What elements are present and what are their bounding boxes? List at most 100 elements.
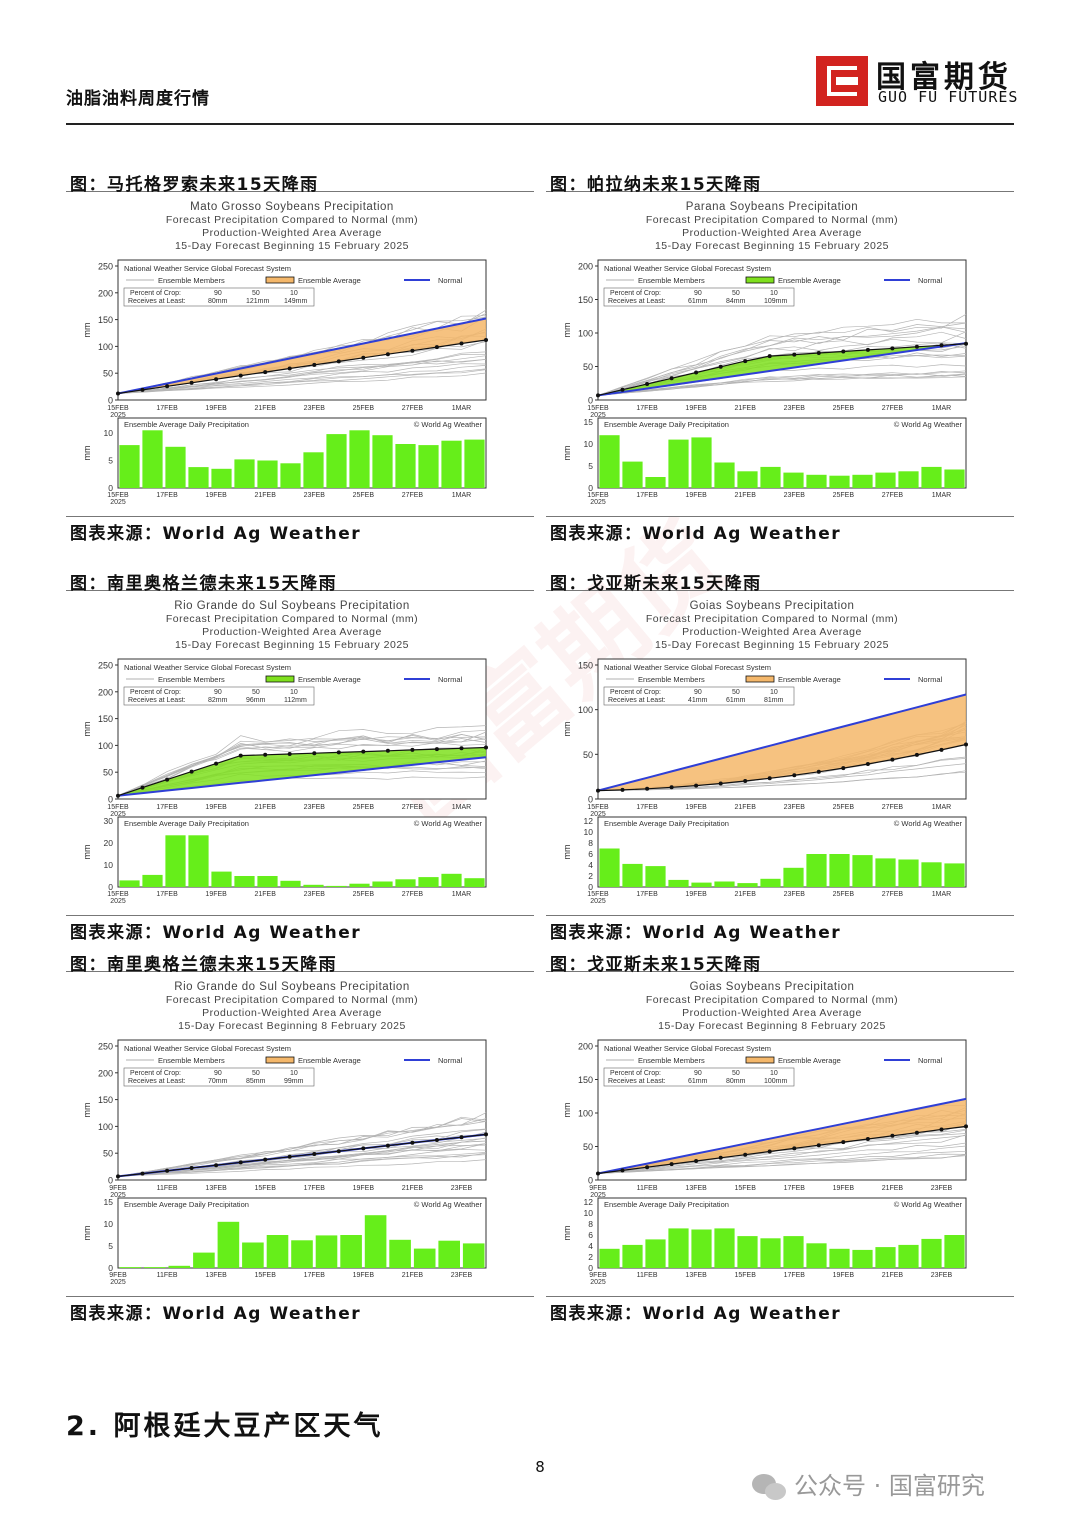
daily-credit: © World Ag Weather — [414, 1200, 483, 1209]
daily-x-tick-label: 21FEB — [882, 1272, 904, 1279]
average-point — [434, 345, 439, 350]
daily-x-tick-label: 27FEB — [402, 891, 424, 898]
y-tick-label: 100 — [578, 329, 593, 339]
y-tick-label: 150 — [578, 1075, 593, 1085]
daily-bar — [168, 1265, 191, 1268]
ensemble-member-line — [117, 1154, 487, 1177]
x-tick-label: 19FEB — [205, 405, 227, 412]
ensemble-member-line — [117, 738, 487, 797]
x-tick-label: 13FEB — [205, 1185, 227, 1192]
daily-x-tick-label: 1MAR — [932, 492, 951, 499]
average-point — [189, 1166, 194, 1170]
crop-mm: 109mm — [764, 298, 788, 305]
daily-x-tick-label: 17FEB — [304, 1272, 326, 1279]
daily-bar — [829, 1248, 850, 1269]
figure-source: 图表来源：World Ag Weather — [66, 516, 534, 544]
x-tick-label: 1MAR — [932, 405, 951, 412]
daily-x-tick-label: 23FEB — [784, 891, 806, 898]
daily-bar — [441, 440, 462, 488]
daily-bar — [645, 1239, 666, 1268]
x-tick-label: 13FEB — [685, 1185, 707, 1192]
y-tick-label: 100 — [98, 1122, 113, 1132]
y-tick-label: 50 — [103, 1149, 113, 1159]
average-point — [841, 349, 846, 354]
x-tick-label: 27FEB — [402, 804, 424, 811]
daily-bar — [852, 1249, 873, 1268]
average-point — [434, 1138, 439, 1142]
average-point — [596, 1171, 600, 1176]
daily-y-axis-label: mm — [82, 1226, 92, 1241]
receives-label: Receives at Least: — [608, 1078, 666, 1085]
y-tick-label: 250 — [98, 262, 113, 272]
chart-title-line: Production-Weighted Area Average — [202, 1007, 382, 1019]
x-tick-label: 21FEB — [882, 1185, 904, 1192]
x-tick-label: 27FEB — [882, 405, 904, 412]
daily-y-tick-label: 0 — [588, 1263, 593, 1273]
daily-x-year-label: 2025 — [110, 1279, 126, 1286]
average-point — [361, 355, 366, 360]
average-point — [767, 776, 772, 781]
company-logo: 国富期货 GUO FU FUTURES — [816, 56, 1017, 108]
daily-y-tick-label: 2 — [588, 871, 593, 881]
crop-box — [603, 686, 795, 706]
daily-bar — [622, 1244, 643, 1268]
system-label: National Weather Service Global Forecast… — [604, 264, 771, 273]
average-point — [620, 1168, 625, 1173]
average-point — [189, 380, 194, 385]
ensemble-member-line — [597, 331, 967, 396]
x-tick-label: 21FEB — [402, 1185, 424, 1192]
average-legend-label: Ensemble Average — [778, 1056, 841, 1065]
figure-source: 图表来源：World Ag Weather — [66, 1296, 534, 1324]
y-axis-label: mm — [562, 1103, 572, 1118]
average-point — [312, 751, 317, 756]
x-tick-label: 1MAR — [932, 804, 951, 811]
daily-y-tick-label: 8 — [588, 838, 593, 848]
daily-bar — [211, 871, 232, 887]
y-tick-label: 50 — [103, 369, 113, 379]
crop-percent: 50 — [732, 689, 740, 696]
chart-title-line: Rio Grande do Sul Soybeans Precipitation — [174, 600, 409, 612]
daily-x-year-label: 2025 — [590, 898, 606, 905]
daily-bar — [257, 460, 278, 488]
crop-mm: 61mm — [688, 1078, 708, 1085]
y-tick-label: 200 — [98, 288, 113, 298]
figure-caption: 图：马托格罗索未来15天降雨 — [66, 170, 534, 195]
average-point — [361, 1146, 366, 1151]
precip-chart: Rio Grande do Sul Soybeans Precipitation… — [82, 981, 488, 1286]
y-tick-label: 50 — [103, 768, 113, 778]
y-tick-label: 100 — [578, 1109, 593, 1119]
average-point — [263, 1157, 268, 1162]
ensemble-member-line — [597, 763, 967, 791]
daily-bar — [280, 880, 301, 887]
chart-title-line: 15-Day Forecast Beginning 8 February 202… — [178, 1020, 406, 1032]
average-point — [336, 1149, 341, 1154]
daily-bar — [462, 1243, 485, 1268]
receives-label: Receives at Least: — [128, 298, 186, 305]
daily-bar — [921, 1238, 942, 1268]
daily-y-tick-label: 4 — [588, 1241, 593, 1251]
average-point — [669, 1162, 674, 1167]
normal-line — [597, 693, 967, 792]
crop-percent: 90 — [214, 290, 222, 297]
y-tick-label: 50 — [583, 1142, 593, 1152]
normal-legend-label: Normal — [438, 1056, 463, 1065]
daily-credit: © World Ag Weather — [894, 1200, 963, 1209]
daily-y-tick-label: 5 — [588, 461, 593, 471]
daily-x-tick-label: 15FEB — [587, 492, 609, 499]
daily-bar — [737, 883, 758, 887]
chart-title-line: 15-Day Forecast Beginning 15 February 20… — [175, 639, 409, 651]
daily-title: Ensemble Average Daily Precipitation — [604, 819, 729, 828]
crop-percent: 90 — [214, 1070, 222, 1077]
figure-caption: 图：南里奥格兰德未来15天降雨 — [66, 569, 534, 594]
daily-bar — [165, 446, 186, 489]
daily-bar — [760, 466, 781, 488]
x-tick-label: 19FEB — [353, 1185, 375, 1192]
average-point — [792, 352, 797, 357]
receives-label: Receives at Least: — [608, 697, 666, 704]
daily-title: Ensemble Average Daily Precipitation — [124, 819, 249, 828]
average-point — [336, 750, 341, 755]
daily-bar — [875, 1247, 896, 1268]
daily-x-tick-label: 23FEB — [304, 492, 326, 499]
crop-mm: 81mm — [764, 697, 784, 704]
chart-title-line: Forecast Precipitation Compared to Norma… — [166, 613, 418, 625]
